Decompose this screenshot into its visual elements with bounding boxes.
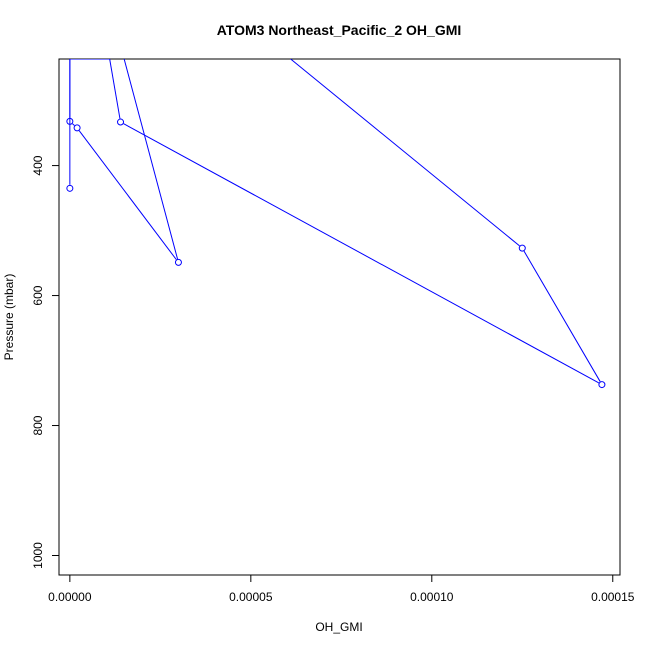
series-1-segment bbox=[123, 59, 179, 260]
plot-frame bbox=[58, 58, 621, 576]
y-axis-label: Pressure (mbar) bbox=[2, 274, 16, 361]
y-tick-label: 800 bbox=[31, 415, 45, 435]
x-tick-label: 0.00000 bbox=[48, 590, 92, 604]
y-tick-label: 600 bbox=[31, 285, 45, 305]
series-0-segment bbox=[123, 123, 600, 384]
series-1-point-1 bbox=[174, 258, 182, 266]
series-0-segment bbox=[109, 59, 121, 119]
chart-title: ATOM3 Northeast_Pacific_2 OH_GMI bbox=[217, 22, 462, 38]
series-0-segment bbox=[290, 59, 520, 247]
series-0-point-6 bbox=[66, 184, 74, 192]
series-group bbox=[66, 59, 606, 389]
series-0-point-2 bbox=[598, 381, 606, 389]
x-axis: 0.00000 0.00005 0.00010 0.00015 bbox=[48, 574, 635, 604]
series-0-point-1 bbox=[518, 244, 526, 252]
y-tick-label: 1000 bbox=[31, 542, 45, 569]
x-axis-label: OH_GMI bbox=[315, 620, 362, 634]
x-tick-label: 0.00015 bbox=[591, 590, 635, 604]
series-1-point-3 bbox=[66, 117, 74, 125]
x-tick-label: 0.00005 bbox=[229, 590, 273, 604]
y-axis: 400 600 800 1000 bbox=[31, 155, 60, 569]
y-tick-label: 400 bbox=[31, 155, 45, 175]
plot-area bbox=[66, 59, 606, 389]
series-1-segment bbox=[72, 123, 75, 126]
series-0-segment bbox=[523, 250, 601, 382]
series-1-point-2 bbox=[73, 124, 81, 132]
x-tick-label: 0.00010 bbox=[410, 590, 454, 604]
series-0-point-3 bbox=[117, 118, 125, 126]
series-1-segment bbox=[78, 130, 177, 260]
